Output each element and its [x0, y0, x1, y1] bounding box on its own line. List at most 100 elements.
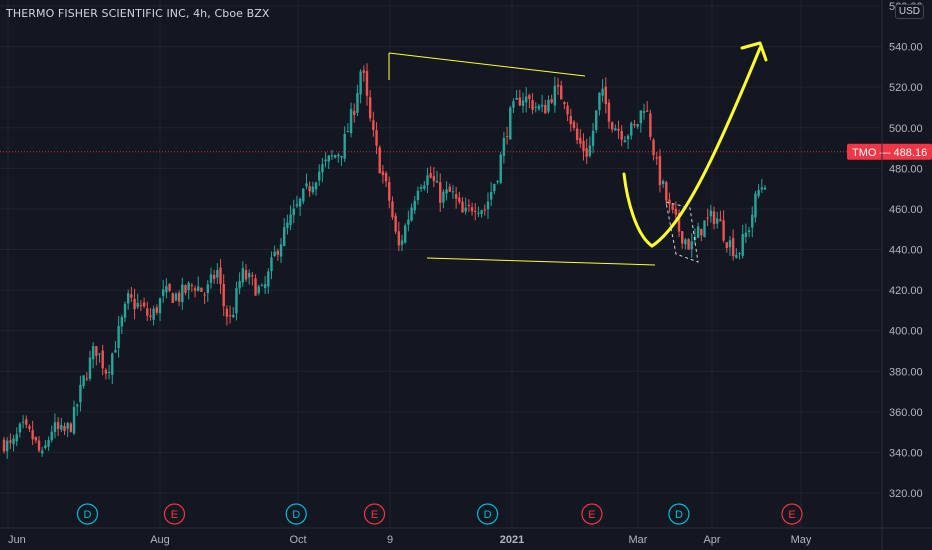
price-tick-label: 380.00: [889, 366, 923, 378]
candle-body: [575, 128, 579, 141]
candle-body: [244, 270, 248, 280]
dividend-marker: [285, 503, 307, 525]
candle-body: [349, 109, 353, 133]
candle-body: [107, 371, 111, 373]
candle-body: [193, 288, 197, 291]
price-axis[interactable]: 320.00 340.00 360.00 380.00 400.00 420.00 440.…: [847, 1, 932, 500]
candle-body: [365, 70, 369, 96]
candle-body: [747, 230, 751, 233]
candle-body: [403, 225, 407, 243]
candle-body: [225, 308, 229, 317]
candle-body: [454, 194, 458, 199]
candle-body: [216, 269, 219, 278]
candle-body: [343, 133, 346, 159]
candle-body: [372, 120, 375, 130]
candle-body: [279, 244, 283, 257]
candle-body: [630, 123, 633, 136]
candle-body: [451, 191, 455, 193]
candle-body: [72, 406, 76, 434]
candle-body: [130, 294, 133, 298]
candle-body: [489, 191, 493, 200]
candle-body: [751, 214, 754, 228]
chart-grid: [0, 0, 882, 528]
candle-body: [470, 207, 474, 212]
candle-body: [168, 283, 171, 291]
currency-badge[interactable]: USD: [894, 4, 924, 19]
candle-body: [582, 140, 585, 151]
candle-body: [480, 210, 483, 215]
candle-body: [28, 425, 31, 429]
candle-body: [439, 182, 442, 203]
candle-body: [671, 204, 674, 210]
candle-body: [572, 121, 576, 128]
candle-body: [25, 419, 28, 425]
candle-body: [544, 104, 547, 114]
candle-body: [735, 254, 738, 258]
candle-body: [298, 198, 302, 207]
candle-body: [9, 440, 12, 443]
candle-body: [155, 307, 159, 313]
candle-body: [37, 440, 41, 451]
candle-body: [47, 440, 50, 447]
candle-body: [260, 285, 264, 287]
candle-body: [655, 157, 658, 159]
candle-body: [760, 187, 764, 190]
candle-body: [79, 384, 82, 403]
last-price-label: TMO — 488.16: [852, 147, 927, 159]
candle-body: [496, 181, 499, 183]
trendline-top: [388, 52, 586, 77]
candle-body: [219, 267, 222, 284]
candle-body: [254, 278, 257, 296]
drawing-annotations: [388, 41, 768, 266]
candle-body: [333, 155, 337, 158]
candle-body: [190, 285, 194, 287]
candle-body: [324, 159, 327, 162]
dividend-marker-label: D: [484, 509, 492, 521]
candle-body: [391, 201, 394, 218]
candle-body: [528, 95, 531, 100]
candle-body: [458, 197, 461, 203]
candle-body: [53, 422, 57, 432]
candle-body: [133, 298, 136, 310]
candle-body: [429, 173, 432, 178]
time-tick-label: Apr: [703, 534, 720, 546]
candle-body: [696, 226, 700, 238]
price-tick-label: 340.00: [889, 447, 923, 459]
candle-body: [687, 239, 690, 250]
candle-body: [302, 188, 305, 202]
candle-body: [384, 173, 388, 182]
candle-body: [585, 148, 588, 157]
candle-body: [442, 191, 445, 203]
candle-body: [531, 100, 534, 110]
candle-body: [700, 228, 703, 236]
candle-body: [626, 135, 630, 140]
candle-body: [123, 303, 127, 318]
candle-body: [5, 440, 9, 452]
candle-body: [101, 350, 104, 369]
projection-curve: [622, 46, 762, 248]
candle-body: [318, 171, 321, 181]
earnings-marker: [163, 503, 186, 525]
candle-body: [684, 239, 687, 245]
candle-body: [15, 434, 18, 442]
candle-body: [330, 155, 334, 157]
candle-body: [289, 214, 292, 226]
symbol-title: THERMO FISHER SCIENTIFIC INC, 4h, Cboe B…: [6, 7, 270, 20]
price-tick-label: 500.00: [889, 123, 923, 135]
candle-body: [267, 271, 270, 287]
price-tick-label: 320.00: [889, 488, 923, 500]
candle-body: [416, 190, 420, 200]
candle-body: [126, 293, 130, 304]
candle-body: [486, 201, 490, 210]
candle-body: [633, 124, 636, 126]
candle-body: [591, 130, 595, 146]
candle-body: [120, 317, 124, 327]
candle-body: [197, 286, 200, 291]
candle-body: [474, 210, 477, 212]
candle-body: [200, 287, 203, 292]
candle-body: [353, 111, 356, 115]
candle-body: [222, 284, 225, 307]
